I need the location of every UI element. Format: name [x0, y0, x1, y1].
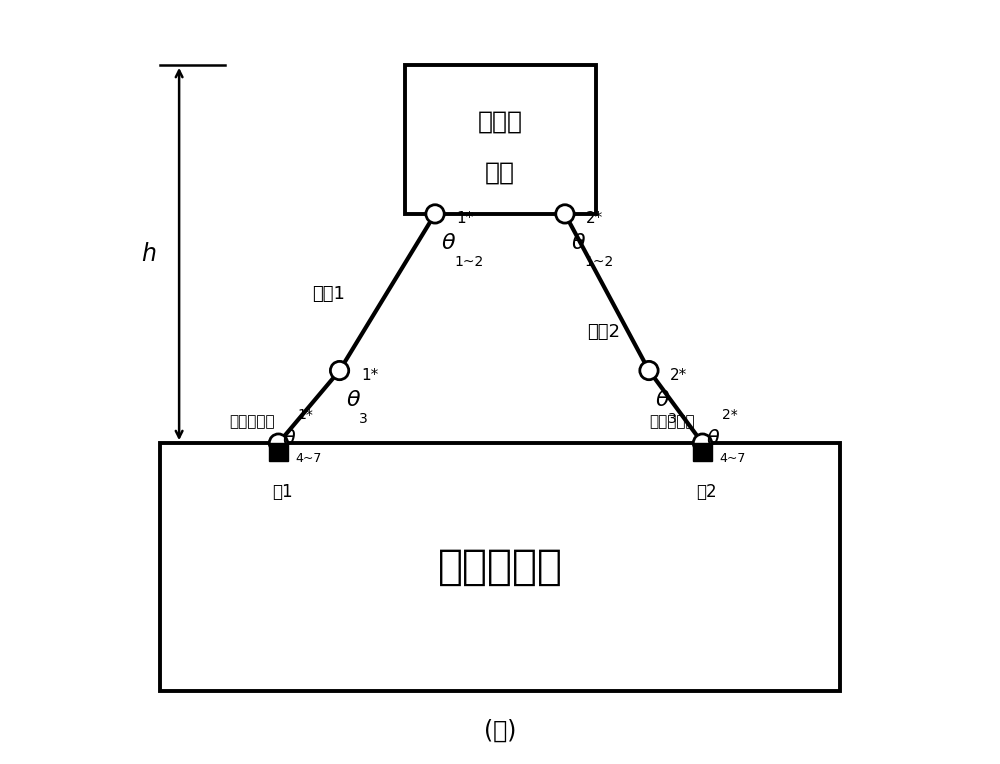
Text: h: h: [141, 242, 156, 266]
Text: 2*: 2*: [722, 409, 737, 422]
Text: 4~7: 4~7: [719, 452, 746, 465]
Circle shape: [640, 361, 658, 380]
Bar: [160, 443, 840, 691]
Bar: [693, 443, 712, 461]
Text: 2*: 2*: [586, 211, 604, 226]
Text: 1*: 1*: [456, 211, 474, 226]
Text: 4~7: 4~7: [295, 452, 322, 465]
Text: 3: 3: [359, 412, 367, 426]
Text: 灹2: 灹2: [696, 483, 717, 501]
Text: 灹1: 灹1: [272, 483, 293, 501]
Text: 2*: 2*: [670, 367, 688, 383]
Circle shape: [426, 205, 444, 223]
Text: 1*: 1*: [361, 367, 378, 383]
Text: 末端作动器: 末端作动器: [229, 414, 275, 429]
Text: 1*: 1*: [298, 409, 313, 422]
Text: $\theta$: $\theta$: [655, 390, 670, 410]
Text: 1~2: 1~2: [454, 255, 483, 269]
Text: 3: 3: [668, 412, 677, 426]
Text: $\theta$: $\theta$: [706, 429, 721, 449]
Circle shape: [269, 434, 288, 452]
Circle shape: [330, 361, 349, 380]
Circle shape: [556, 205, 574, 223]
Text: $\theta$: $\theta$: [282, 429, 297, 449]
Circle shape: [693, 434, 712, 452]
Text: 机械2: 机械2: [587, 323, 620, 342]
Text: 末端作动器: 末端作动器: [649, 414, 695, 429]
Text: 机械1: 机械1: [312, 285, 345, 303]
Text: (ｂ): (ｂ): [484, 719, 516, 743]
Text: 机器人: 机器人: [478, 109, 522, 134]
Text: 目标航天器: 目标航天器: [438, 546, 562, 588]
Text: $\theta$: $\theta$: [441, 233, 456, 253]
Text: $\theta$: $\theta$: [346, 390, 361, 410]
Text: 1~2: 1~2: [584, 255, 613, 269]
Bar: [269, 443, 288, 461]
Bar: [404, 65, 596, 214]
Text: 平台: 平台: [485, 160, 515, 184]
Text: $\theta$: $\theta$: [571, 233, 586, 253]
